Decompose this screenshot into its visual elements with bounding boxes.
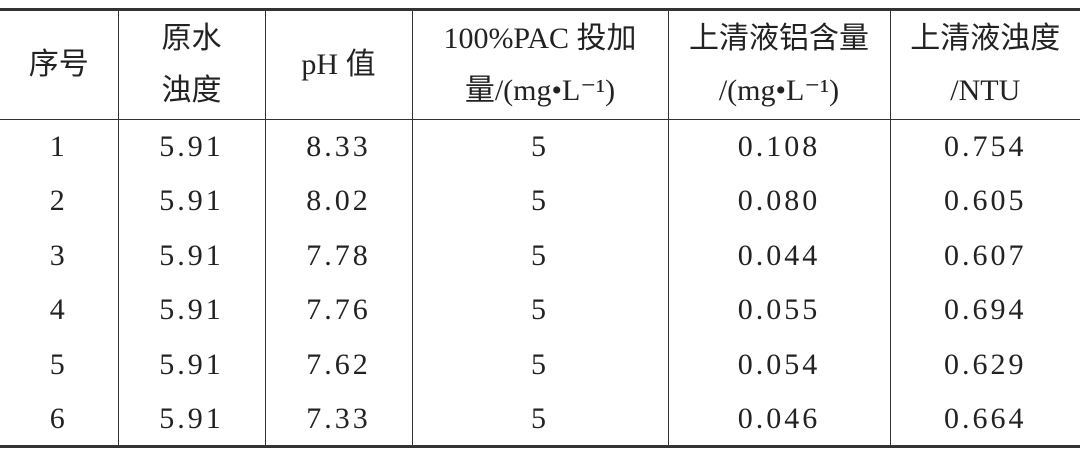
table-cell: 5 — [411, 283, 668, 338]
header-line: pH 值 — [301, 48, 376, 81]
header-line: 上清液浊度 — [910, 22, 1061, 55]
table-cell: 5.91 — [117, 283, 265, 338]
table-cell: 7.76 — [264, 283, 412, 338]
table-cell: 1 — [49, 130, 68, 163]
table-cell: 0.694 — [889, 283, 1080, 338]
table-cell: 7.62 — [264, 337, 412, 392]
table-cell: 7.78 — [264, 228, 412, 283]
table-cell: 0.629 — [889, 337, 1080, 392]
table-cell: 6 — [49, 401, 68, 435]
header-line: /NTU — [950, 74, 1021, 107]
table-cell: 0.754 — [889, 119, 1080, 174]
table-cell: 5 — [411, 392, 668, 447]
table-cell: 0.044 — [667, 228, 890, 283]
table-cell: 7.33 — [264, 392, 412, 447]
table-cell: 0.080 — [667, 174, 890, 229]
table-cell: 0.055 — [667, 283, 890, 338]
table-cell: 5.91 — [117, 119, 265, 174]
table-cell: 5 — [411, 337, 668, 392]
table-cell: 2 — [49, 184, 68, 218]
header-row: 序号 原水 浊度 pH 值 100%PAC 投加 量/(mg•L⁻¹) 上清液铝含量/(mg… — [0, 9, 1080, 120]
table-cell: 0.046 — [667, 392, 890, 447]
header-line: 浊度 — [161, 74, 222, 107]
table-cell: 4 — [49, 293, 68, 327]
header-cell: pH 值 — [264, 9, 412, 120]
header-cell: 上清液浊度/NTU — [889, 9, 1080, 120]
table-cell: 3 — [49, 238, 68, 272]
table-row: 1 5.91 8.33 5 0.108 0.754 — [0, 119, 1080, 174]
table-cell: 8.02 — [264, 174, 412, 229]
header-cell: 序号 — [0, 10, 118, 120]
table-row: 6 5.91 7.33 5 0.046 0.664 — [0, 392, 1080, 447]
table-cell: 5 — [411, 119, 668, 174]
table-row: 5 5.91 7.62 5 0.054 0.629 — [0, 337, 1080, 392]
table-cell: 5.91 — [117, 228, 265, 283]
header-line: 原水 — [161, 22, 222, 55]
data-table: 序号 原水 浊度 pH 值 100%PAC 投加 量/(mg•L⁻¹) 上清液铝含量/(mg… — [0, 8, 1080, 448]
header-line: 序号 — [28, 48, 89, 81]
table-cell: 0.054 — [667, 337, 890, 392]
table-cell: 5 — [411, 228, 668, 283]
header-cell: 原水 浊度 — [117, 9, 265, 120]
table-header: 序号 原水 浊度 pH 值 100%PAC 投加 量/(mg•L⁻¹) 上清液铝含量/(mg… — [0, 9, 1080, 120]
header-cell: 上清液铝含量 /(mg•L⁻¹) — [667, 9, 890, 120]
table-cell: 5 — [411, 174, 668, 229]
table-row: 4 5.91 7.76 5 0.055 0.694 — [0, 283, 1080, 338]
table-cell: 5.91 — [117, 337, 265, 392]
table-cell: 0.607 — [889, 228, 1080, 283]
table-cell: 0.108 — [667, 119, 890, 174]
table-row: 2 5.91 8.02 5 0.080 0.605 — [0, 174, 1080, 229]
table-cell: 5.91 — [117, 174, 265, 229]
header-line: 100%PAC 投加 — [443, 22, 637, 55]
table-cell: 8.33 — [264, 119, 412, 174]
table-cell: 5 — [49, 347, 68, 381]
table-cell: 0.605 — [889, 174, 1080, 229]
table-body: 1 5.91 8.33 5 0.108 0.754 2 5.91 8.02 5 0.080 0.605… — [0, 119, 1080, 447]
table-row: 3 5.91 7.78 5 0.044 0.607 — [0, 228, 1080, 283]
header-line: /(mg•L⁻¹) — [718, 74, 840, 107]
table-cell: 0.664 — [889, 392, 1080, 447]
header-line: 量/(mg•L⁻¹) — [464, 74, 616, 107]
header-line: 上清液铝含量 — [689, 22, 869, 55]
header-cell: 100%PAC 投加 量/(mg•L⁻¹) — [411, 9, 668, 120]
table-cell: 5.91 — [117, 392, 265, 447]
